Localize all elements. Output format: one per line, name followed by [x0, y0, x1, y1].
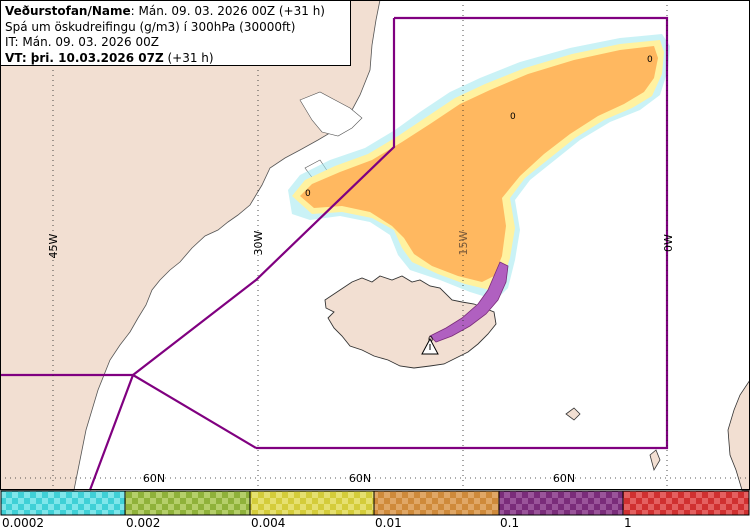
- run-time: : Mán. 09. 03. 2026 00Z (+31 h): [130, 4, 325, 18]
- iceland-landmass: [324, 275, 497, 369]
- legend-swatch-1: [124, 490, 251, 516]
- contour-label: 0: [305, 189, 311, 199]
- legend-swatch-4: [498, 490, 624, 516]
- legend-swatch-3: [373, 490, 500, 516]
- longitude-label: 15W: [457, 230, 470, 255]
- latitude-label: 60N: [143, 472, 165, 485]
- contour-label: 0: [510, 112, 516, 122]
- shetland-islands: [649, 449, 661, 472]
- airspace-boundaries: [0, 16, 669, 491]
- greenland-fjord: [299, 91, 363, 137]
- legend-swatch-2: [249, 490, 375, 516]
- graticule: [0, 0, 750, 490]
- info-line-4: VT: þri. 10.03.2026 07Z (+31 h): [5, 51, 346, 67]
- legend-tick-label: 0.002: [126, 516, 161, 530]
- forecast-info-box: Veðurstofan/Name: Mán. 09. 03. 2026 00Z …: [0, 0, 351, 66]
- legend-tick-label: 0.0002: [2, 516, 44, 530]
- legend-tick-labels: 0.0002 0.002 0.004 0.01 0.1 1: [0, 514, 750, 532]
- info-line-1: Veðurstofan/Name: Mán. 09. 03. 2026 00Z …: [5, 4, 346, 20]
- valid-time: VT: þri. 10.03.2026 07Z: [5, 50, 164, 65]
- legend-tick-label: 0.004: [251, 516, 286, 530]
- longitude-label: 45W: [47, 233, 60, 258]
- lead-time: (+31 h): [163, 50, 214, 65]
- latitude-label: 60N: [349, 472, 371, 485]
- ash-cloud-mid: [300, 46, 658, 282]
- legend-colorbar: [0, 490, 750, 516]
- legend-tick-label: 0.01: [375, 516, 402, 530]
- ash-plume-high: [429, 261, 509, 343]
- faroe-islands: [565, 407, 581, 421]
- longitude-label: 30W: [252, 230, 265, 255]
- legend-swatch-5: [622, 490, 750, 516]
- legend-tick-label: 0.1: [500, 516, 520, 530]
- latitude-label: 60N: [553, 472, 575, 485]
- product-description: Spá um öskudreifingu (g/m3) í 300hPa (30…: [5, 19, 296, 34]
- longitude-label: 0W: [662, 234, 675, 252]
- legend-swatch-0: [0, 490, 126, 516]
- initial-time: IT: Mán. 09. 03. 2026 00Z: [5, 35, 159, 49]
- volcano-icon: [421, 337, 439, 355]
- institution-name: Veðurstofan/Name: [5, 4, 131, 18]
- legend-tick-label: 1: [624, 516, 632, 530]
- contour-label: 0: [647, 55, 653, 65]
